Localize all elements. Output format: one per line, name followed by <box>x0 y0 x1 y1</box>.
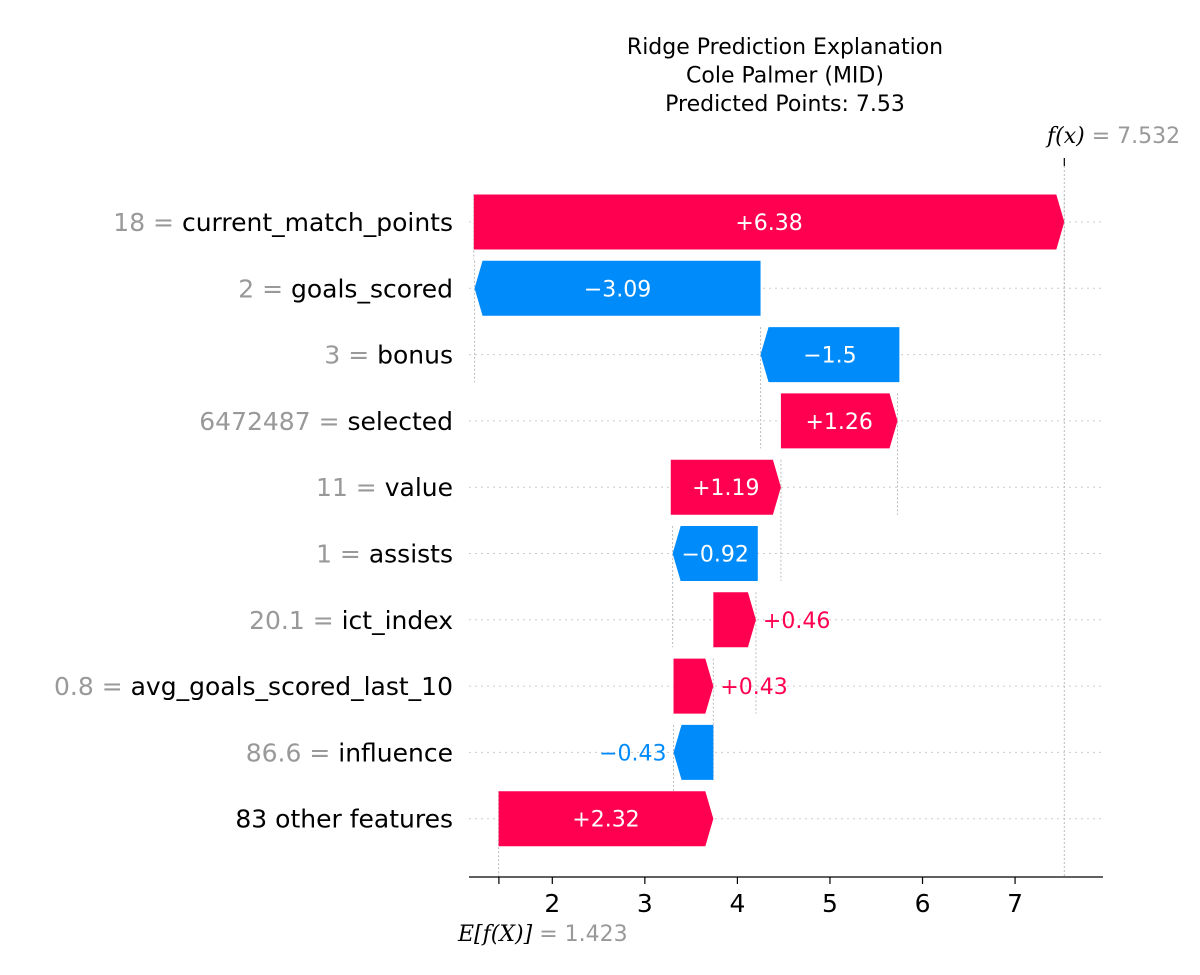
x-tick-label: 7 <box>1007 889 1023 918</box>
bar-value-label: +0.46 <box>763 609 830 634</box>
output-value-annotation: f(x) = 7.532 <box>1045 124 1180 149</box>
feature-name: goals_scored <box>291 274 453 303</box>
bars: +6.38 −3.09 −1.5 +1.26 +1.19 −0.92 +0.46 +0.43 −… <box>473 194 1065 847</box>
feature-equals: = <box>311 407 348 436</box>
feature-name: avg_goals_scored_last_10 <box>131 672 453 701</box>
feature-equals: = <box>254 274 291 303</box>
output-value: 7.532 <box>1117 124 1180 149</box>
chart-title: Ridge Prediction Explanation Cole Palmer … <box>627 35 943 117</box>
output-equals: = <box>1085 124 1117 149</box>
x-tick-label: 5 <box>822 889 838 918</box>
x-axis: 2 3 4 5 6 7 <box>469 876 1103 918</box>
base-label: E[f(X)] <box>457 922 533 947</box>
feature-value: 20.1 <box>249 606 305 635</box>
feature-label: 6472487 = selected <box>199 407 453 436</box>
feature-value: 1 <box>316 540 332 569</box>
feature-label: 3 = bonus <box>324 341 453 370</box>
feature-equals: = <box>305 606 342 635</box>
feature-label: 1 = assists <box>316 540 453 569</box>
base-equals: = <box>532 922 564 947</box>
bar-influence <box>673 724 714 780</box>
feature-label: 86.6 = influence <box>246 738 453 767</box>
feature-label: 20.1 = ict_index <box>249 606 453 635</box>
feature-value: 0.8 <box>54 672 94 701</box>
bar-value-label: −3.09 <box>584 277 651 302</box>
chart-title-line: Ridge Prediction Explanation <box>627 35 943 60</box>
feature-label: 11 = value <box>316 473 453 502</box>
feature-label: 0.8 = avg_goals_scored_last_10 <box>54 672 453 701</box>
feature-label: 83 other features <box>235 805 453 834</box>
bar-value-label: +1.26 <box>806 410 873 435</box>
bar-avg-goals-scored-last-10 <box>673 658 714 714</box>
x-tick-label: 6 <box>915 889 931 918</box>
output-label: f(x) <box>1045 124 1085 149</box>
bar-selected <box>780 393 898 449</box>
feature-labels: 18 = current_match_points 2 = goals_score… <box>54 208 453 834</box>
feature-value: 18 <box>113 208 145 237</box>
bar-ict-index <box>713 592 756 648</box>
feature-name: 83 other features <box>235 805 453 834</box>
feature-value: 11 <box>316 473 348 502</box>
bar-value-label: +1.19 <box>692 476 759 501</box>
feature-value: 86.6 <box>246 738 302 767</box>
feature-name: current_match_points <box>182 208 453 237</box>
bar-83-other-features <box>498 791 714 847</box>
bar-value-label: +6.38 <box>735 211 802 236</box>
x-tick-label: 2 <box>544 889 560 918</box>
feature-label: 2 = goals_scored <box>238 274 453 303</box>
feature-equals: = <box>340 341 377 370</box>
chart-title-line: Cole Palmer (MID) <box>686 64 884 89</box>
feature-label: 18 = current_match_points <box>113 208 453 237</box>
chart-title-line: Predicted Points: 7.53 <box>665 92 905 117</box>
feature-value: 2 <box>238 274 254 303</box>
x-tick-label: 4 <box>729 889 745 918</box>
bar-bonus <box>760 327 900 383</box>
bar-value <box>670 459 781 515</box>
feature-equals: = <box>301 738 338 767</box>
base-value: 1.423 <box>565 922 628 947</box>
feature-name: value <box>385 473 453 502</box>
feature-equals: = <box>348 473 385 502</box>
feature-name: ict_index <box>342 606 453 635</box>
bar-value-label: −0.43 <box>599 741 666 766</box>
bar-value-label: −0.92 <box>681 543 748 568</box>
feature-value: 3 <box>324 341 340 370</box>
x-tick-label: 3 <box>637 889 653 918</box>
feature-name: assists <box>369 540 453 569</box>
bar-value-label: +0.43 <box>720 675 787 700</box>
value-annotations: f(x) = 7.532 E[f(X)] = 1.423 <box>457 124 1180 947</box>
bar-value-label: −1.5 <box>803 344 856 369</box>
bar-current-match-points <box>473 194 1065 250</box>
base-value-annotation: E[f(X)] = 1.423 <box>457 922 628 947</box>
feature-name: bonus <box>377 341 453 370</box>
feature-equals: = <box>94 672 131 701</box>
bar-assists <box>672 526 758 581</box>
feature-value: 6472487 <box>199 407 310 436</box>
feature-equals: = <box>145 208 182 237</box>
feature-equals: = <box>332 540 369 569</box>
bar-goals-scored <box>474 260 761 316</box>
feature-name: selected <box>347 407 453 436</box>
feature-name: influence <box>338 738 453 767</box>
bar-value-label: +2.32 <box>572 808 639 833</box>
